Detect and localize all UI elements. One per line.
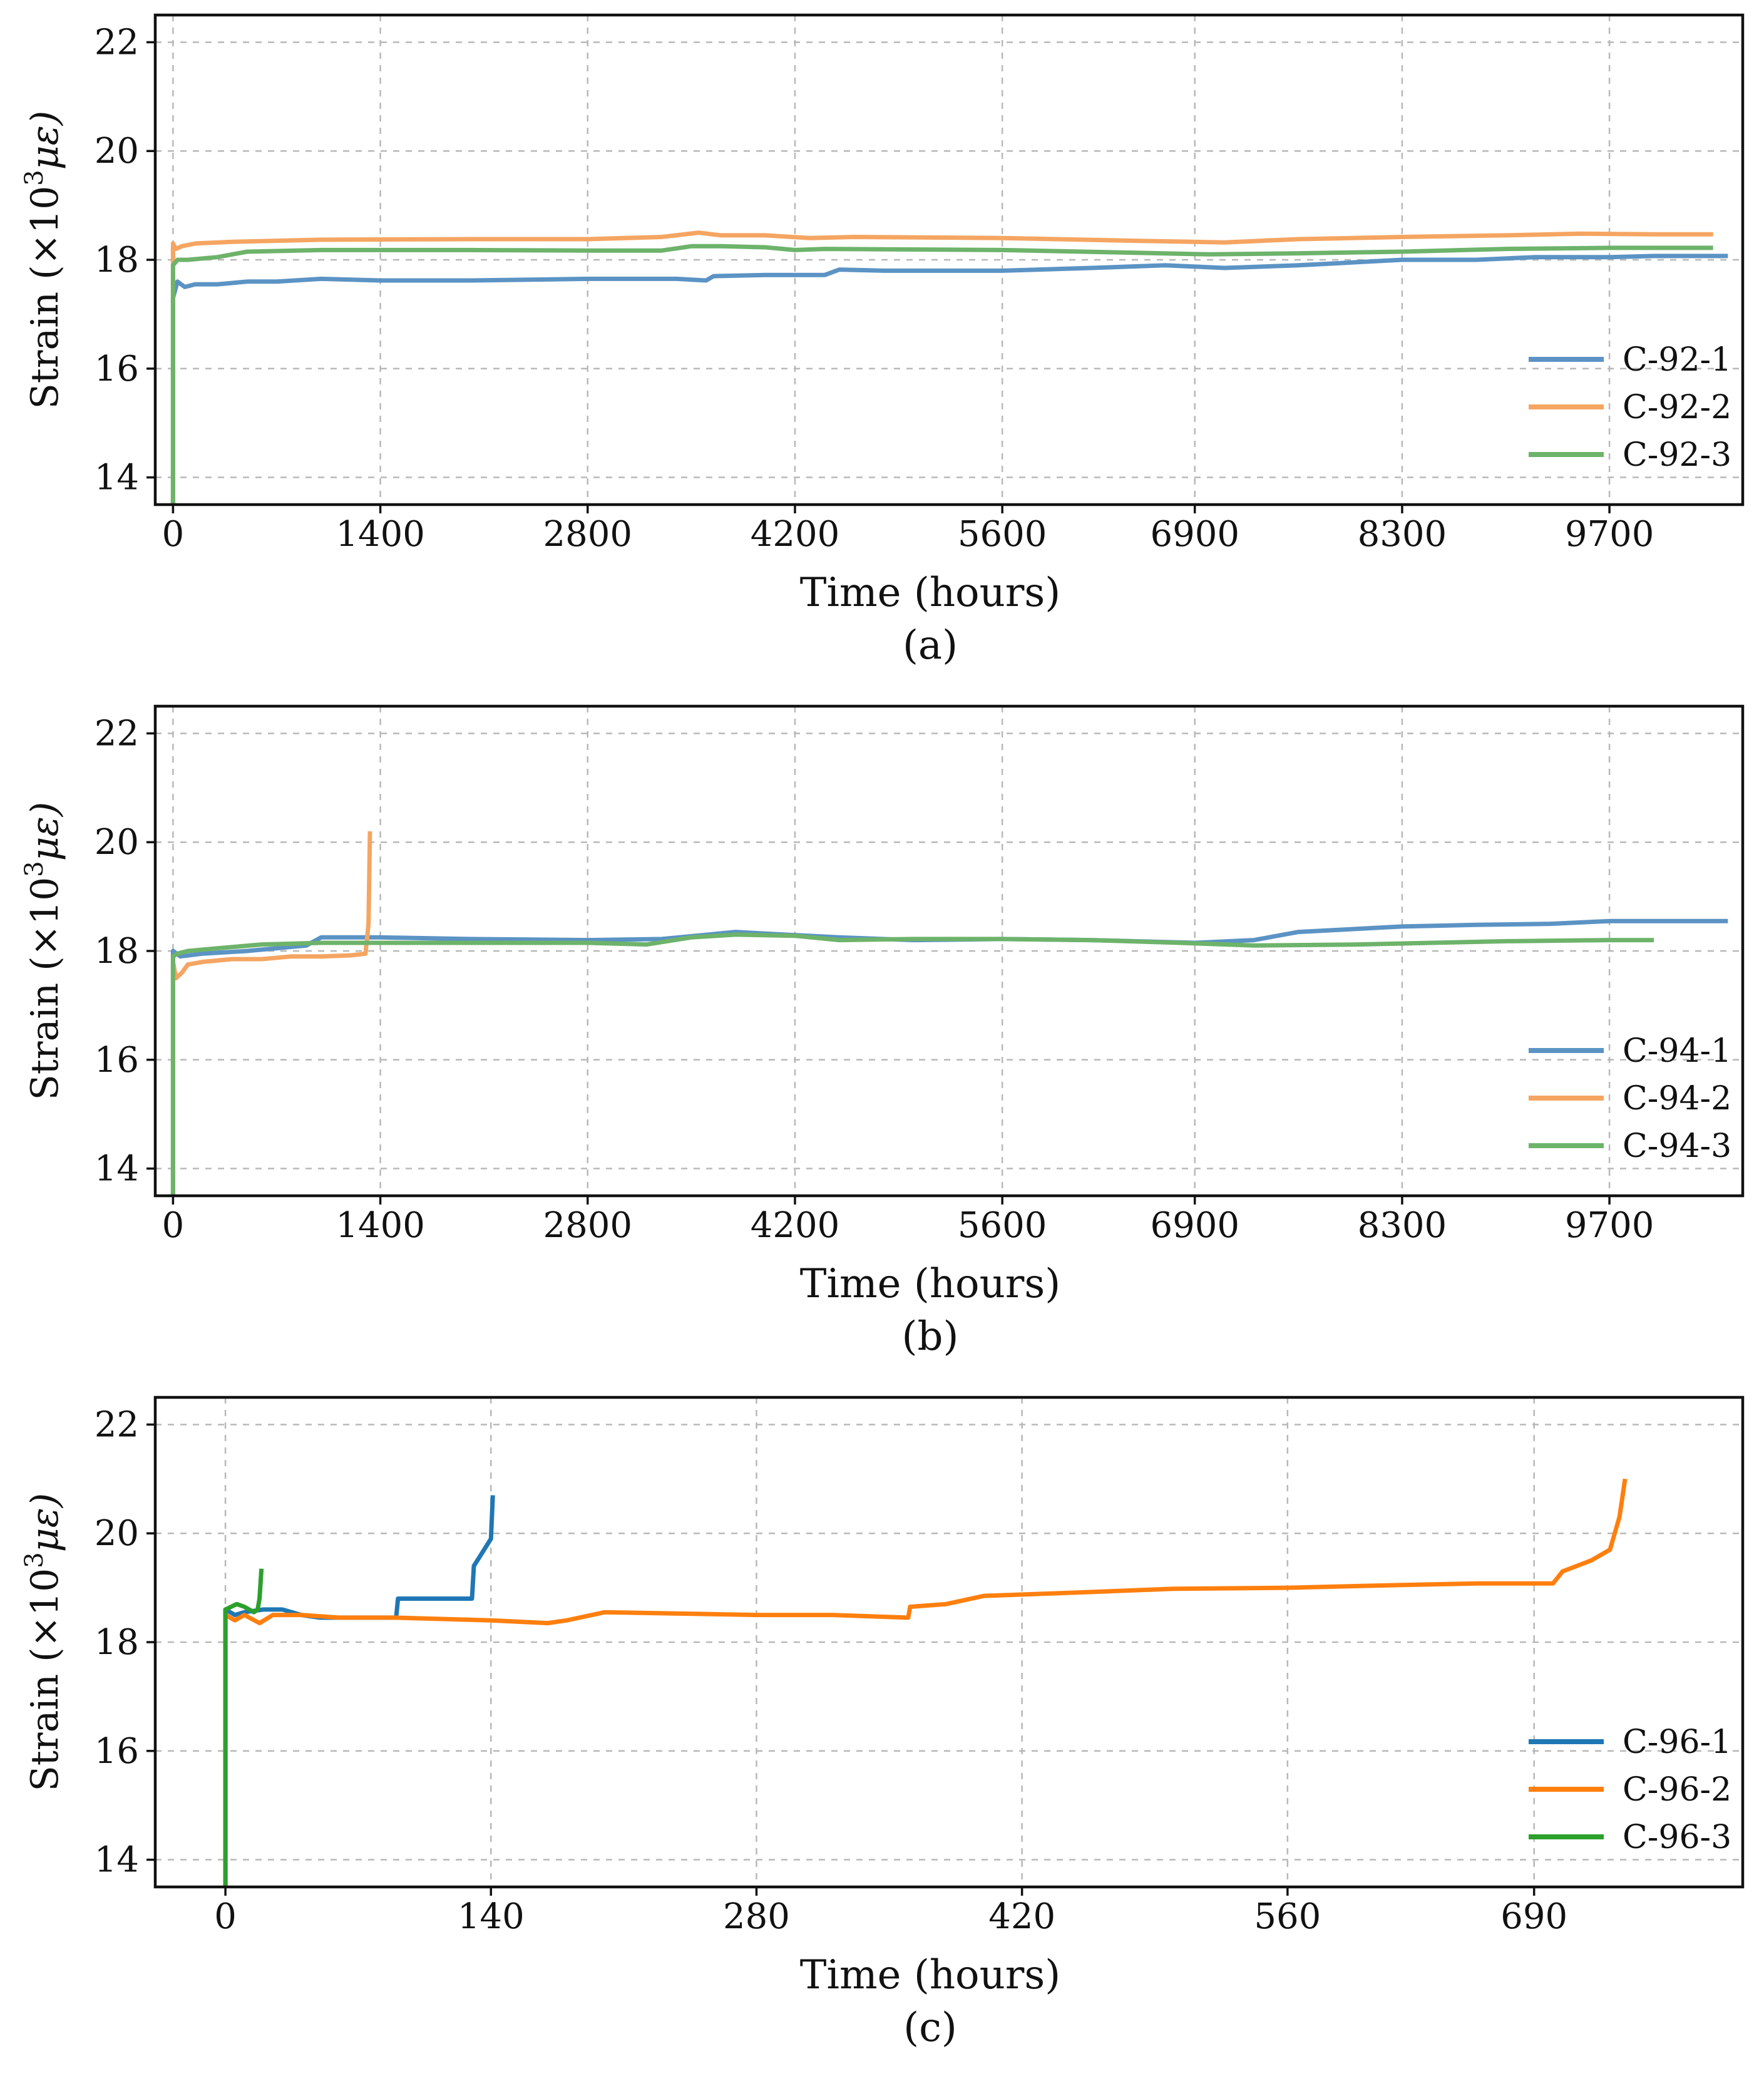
x-tick-label: 420 [988,1896,1055,1937]
y-tick-label: 14 [95,1840,139,1881]
series-line-C-96-1 [223,1495,495,1887]
series-line-C-94-1 [170,918,1728,1196]
x-tick-label: 140 [458,1896,525,1937]
y-axis-label: Strain (×103με) [20,1493,67,1792]
legend: C-92-1 C-92-2 C-92-3 [1529,341,1731,474]
legend-label: C-92-3 [1623,436,1731,474]
x-tick-label: 2800 [543,1205,633,1246]
x-tick-label: 5600 [958,514,1047,555]
y-axis-label-sup: 3 [20,1552,49,1568]
legend-label: C-96-3 [1623,1819,1731,1856]
x-tick-label: 6900 [1150,514,1239,555]
chart-panel-c: 0 140 280 420 560 690 14 16 18 20 22 Time (hours) St… [20,1395,1745,2051]
x-tick-label: 0 [214,1896,237,1937]
x-tick-label: 8300 [1358,1205,1447,1246]
chart-panel-a: 0 1400 2800 4200 5600 6900 8300 9700 14 16 18 20 22 T… [20,13,1745,669]
series-line-C-92-1 [170,254,1728,505]
legend-label: C-96-2 [1623,1771,1731,1809]
x-tick-label: 6900 [1150,1205,1239,1246]
y-tick-label: 18 [95,240,139,280]
x-tick-label: 280 [723,1896,790,1937]
y-axis-label-prefix: Strain (×10 [23,186,67,409]
x-tick-label: 8300 [1358,514,1447,555]
x-axis-label: Time (hours) [800,570,1060,616]
y-axis-label-prefix: Strain (×10 [23,1568,67,1792]
y-tick-label: 16 [95,1040,139,1081]
series-group [170,230,1728,505]
y-tick-label: 22 [95,22,139,63]
legend: C-94-1 C-94-2 C-94-3 [1529,1032,1731,1165]
y-axis-label-prefix: Strain (×10 [23,877,67,1101]
y-tick-label: 22 [95,1404,139,1445]
x-tick-label: 4200 [751,1205,840,1246]
x-tick-label: 2800 [543,514,633,555]
y-tick-label: 20 [95,1513,139,1554]
y-tick-label: 22 [95,713,139,754]
series-line-C-92-2 [170,230,1713,505]
y-axis-label: Strain (×103με) [20,111,67,409]
series-line-C-94-2 [170,831,372,1196]
y-axis-label-unit: με) [23,802,67,861]
x-tick-label: 0 [162,1205,185,1246]
legend-label: C-94-1 [1623,1032,1731,1070]
legend-label: C-94-2 [1623,1080,1731,1118]
panel-caption: (b) [902,1313,959,1360]
y-axis-label-unit: με) [23,111,67,170]
y-axis-label-unit: με) [23,1493,67,1553]
y-tick-label: 20 [95,822,139,863]
x-tick-label: 9700 [1565,514,1654,555]
series-line-C-92-3 [170,244,1713,505]
y-axis-label-sup: 3 [20,861,49,876]
x-tick-label: 1400 [336,514,425,555]
y-tick-label: 20 [95,131,139,172]
x-axis-label: Time (hours) [800,1952,1060,1998]
legend-label: C-92-2 [1623,389,1731,426]
y-axis-label: Strain (×103με) [20,802,67,1101]
series-group [170,831,1728,1196]
panel-caption: (a) [903,622,958,669]
legend-label: C-92-1 [1623,341,1731,379]
y-tick-label: 14 [95,458,139,498]
x-tick-label: 0 [162,514,185,555]
y-tick-label: 16 [95,349,139,389]
x-tick-label: 690 [1500,1896,1567,1937]
x-tick-label: 5600 [958,1205,1047,1246]
series-line-C-96-2 [223,1478,1628,1887]
x-tick-label: 560 [1254,1896,1321,1937]
x-tick-label: 1400 [336,1205,425,1246]
y-tick-label: 16 [95,1731,139,1772]
legend-label: C-96-1 [1623,1724,1731,1761]
y-tick-label: 18 [95,931,139,972]
series-group [223,1478,1628,1887]
legend: C-96-1 C-96-2 C-96-3 [1529,1724,1731,1856]
y-axis-label-sup: 3 [20,170,49,185]
chart-panel-b: 0 1400 2800 4200 5600 6900 8300 9700 14 16 18 20 22 T… [20,704,1745,1360]
x-tick-label: 9700 [1565,1205,1654,1246]
y-tick-label: 14 [95,1149,139,1190]
x-tick-label: 4200 [751,514,840,555]
series-line-C-94-3 [170,932,1654,1196]
x-axis-label: Time (hours) [800,1261,1060,1307]
series-line-C-96-3 [223,1568,264,1887]
panel-caption: (c) [903,2005,957,2051]
y-tick-label: 18 [95,1622,139,1663]
legend-label: C-94-3 [1623,1128,1731,1165]
